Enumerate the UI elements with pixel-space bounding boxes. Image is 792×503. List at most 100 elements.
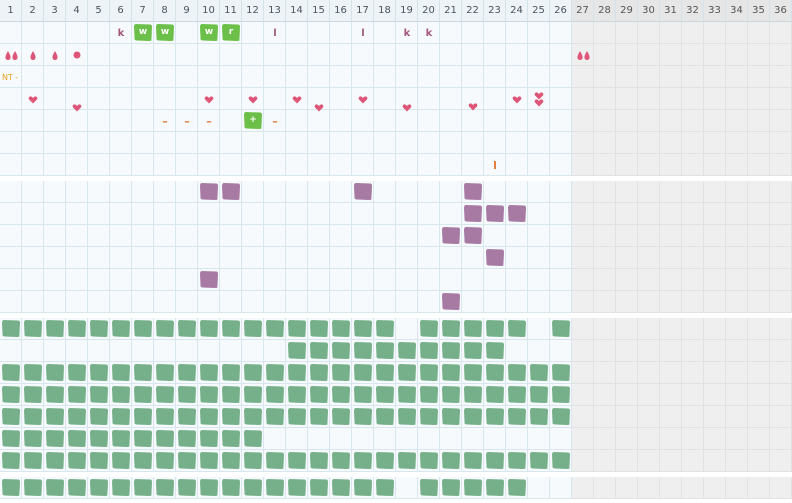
- grid-cell[interactable]: [572, 181, 594, 203]
- sage-block[interactable]: [199, 385, 219, 404]
- grid-cell[interactable]: [462, 269, 484, 291]
- grid-cell[interactable]: [374, 203, 396, 225]
- grid-cell[interactable]: [198, 44, 220, 66]
- grid-cell[interactable]: [286, 66, 308, 88]
- grid-cell[interactable]: [594, 340, 616, 362]
- sage-block[interactable]: [375, 385, 395, 404]
- grid-cell[interactable]: [484, 428, 506, 450]
- grid-cell[interactable]: [264, 88, 286, 110]
- grid-cell[interactable]: [396, 181, 418, 203]
- grid-cell[interactable]: [682, 269, 704, 291]
- grid-cell[interactable]: [462, 110, 484, 132]
- grid-cell[interactable]: [440, 22, 462, 44]
- grid-cell[interactable]: [572, 225, 594, 247]
- grid-cell[interactable]: [594, 406, 616, 428]
- grid-cell[interactable]: [308, 225, 330, 247]
- grid-cell[interactable]: [748, 22, 770, 44]
- sage-block[interactable]: [111, 478, 131, 497]
- sage-block[interactable]: [397, 451, 417, 470]
- grid-cell[interactable]: [770, 450, 792, 472]
- grid-cell[interactable]: [352, 110, 374, 132]
- grid-cell[interactable]: [726, 22, 748, 44]
- grid-cell[interactable]: [396, 291, 418, 313]
- symbol-mark[interactable]: l: [352, 22, 374, 44]
- grid-cell[interactable]: [110, 203, 132, 225]
- sage-block[interactable]: [1, 363, 21, 382]
- grid-cell[interactable]: [154, 269, 176, 291]
- grid-cell[interactable]: [660, 318, 682, 340]
- sage-block[interactable]: [309, 478, 329, 497]
- grid-cell[interactable]: [396, 269, 418, 291]
- grid-cell[interactable]: [572, 318, 594, 340]
- grid-cell[interactable]: [726, 318, 748, 340]
- grid-cell[interactable]: [660, 362, 682, 384]
- grid-cell[interactable]: [616, 384, 638, 406]
- grid-cell[interactable]: [506, 181, 528, 203]
- grid-cell[interactable]: [528, 203, 550, 225]
- symbol-mark[interactable]: –: [198, 110, 220, 132]
- grid-cell[interactable]: [22, 22, 44, 44]
- sage-block[interactable]: [23, 451, 43, 470]
- sage-block[interactable]: [177, 363, 197, 382]
- sage-block[interactable]: [243, 319, 263, 338]
- sage-block[interactable]: [287, 363, 307, 382]
- grid-cell[interactable]: [462, 291, 484, 313]
- grid-cell[interactable]: [484, 225, 506, 247]
- grid-cell[interactable]: [220, 225, 242, 247]
- grid-cell[interactable]: [154, 247, 176, 269]
- sage-block[interactable]: [67, 451, 87, 470]
- sage-block[interactable]: [309, 385, 329, 404]
- grid-cell[interactable]: [0, 110, 22, 132]
- grid-cell[interactable]: [220, 132, 242, 154]
- grid-cell[interactable]: [88, 88, 110, 110]
- grid-cell[interactable]: [440, 88, 462, 110]
- grid-cell[interactable]: [110, 88, 132, 110]
- grid-cell[interactable]: [638, 66, 660, 88]
- grid-cell[interactable]: [330, 66, 352, 88]
- grid-cell[interactable]: [550, 44, 572, 66]
- sage-block[interactable]: [375, 319, 395, 338]
- sage-block[interactable]: [375, 478, 395, 497]
- sage-block[interactable]: [419, 478, 439, 497]
- grid-cell[interactable]: [198, 291, 220, 313]
- grid-cell[interactable]: [374, 247, 396, 269]
- sage-block[interactable]: [155, 407, 175, 426]
- grid-cell[interactable]: [528, 428, 550, 450]
- heart-icon[interactable]: [396, 96, 418, 118]
- sage-block[interactable]: [353, 407, 373, 426]
- sage-block[interactable]: [45, 385, 65, 404]
- grid-cell[interactable]: [264, 44, 286, 66]
- grid-cell[interactable]: [308, 291, 330, 313]
- grid-cell[interactable]: [638, 340, 660, 362]
- sage-block[interactable]: [551, 319, 571, 338]
- grid-cell[interactable]: [242, 203, 264, 225]
- grid-cell[interactable]: [176, 154, 198, 176]
- grid-cell[interactable]: [154, 44, 176, 66]
- grid-cell[interactable]: [132, 154, 154, 176]
- grid-cell[interactable]: [748, 132, 770, 154]
- sage-block[interactable]: [551, 407, 571, 426]
- grid-cell[interactable]: [638, 88, 660, 110]
- grid-cell[interactable]: [88, 203, 110, 225]
- grid-cell[interactable]: [682, 450, 704, 472]
- grid-cell[interactable]: [594, 66, 616, 88]
- grid-cell[interactable]: [660, 44, 682, 66]
- grid-cell[interactable]: [748, 44, 770, 66]
- sage-block[interactable]: [243, 407, 263, 426]
- symbol-mark[interactable]: l: [264, 22, 286, 44]
- grid-cell[interactable]: [66, 291, 88, 313]
- grid-cell[interactable]: [418, 269, 440, 291]
- grid-cell[interactable]: [286, 225, 308, 247]
- grid-cell[interactable]: [154, 181, 176, 203]
- drop-icon[interactable]: [572, 44, 594, 66]
- grid-cell[interactable]: [242, 44, 264, 66]
- grid-cell[interactable]: [22, 181, 44, 203]
- sage-block[interactable]: [155, 319, 175, 338]
- symbol-mark[interactable]: k: [110, 22, 132, 44]
- grid-cell[interactable]: [682, 181, 704, 203]
- heart-icon[interactable]: [22, 88, 44, 110]
- grid-cell[interactable]: [242, 66, 264, 88]
- grid-cell[interactable]: [594, 362, 616, 384]
- sage-block[interactable]: [419, 385, 439, 404]
- sage-block[interactable]: [287, 451, 307, 470]
